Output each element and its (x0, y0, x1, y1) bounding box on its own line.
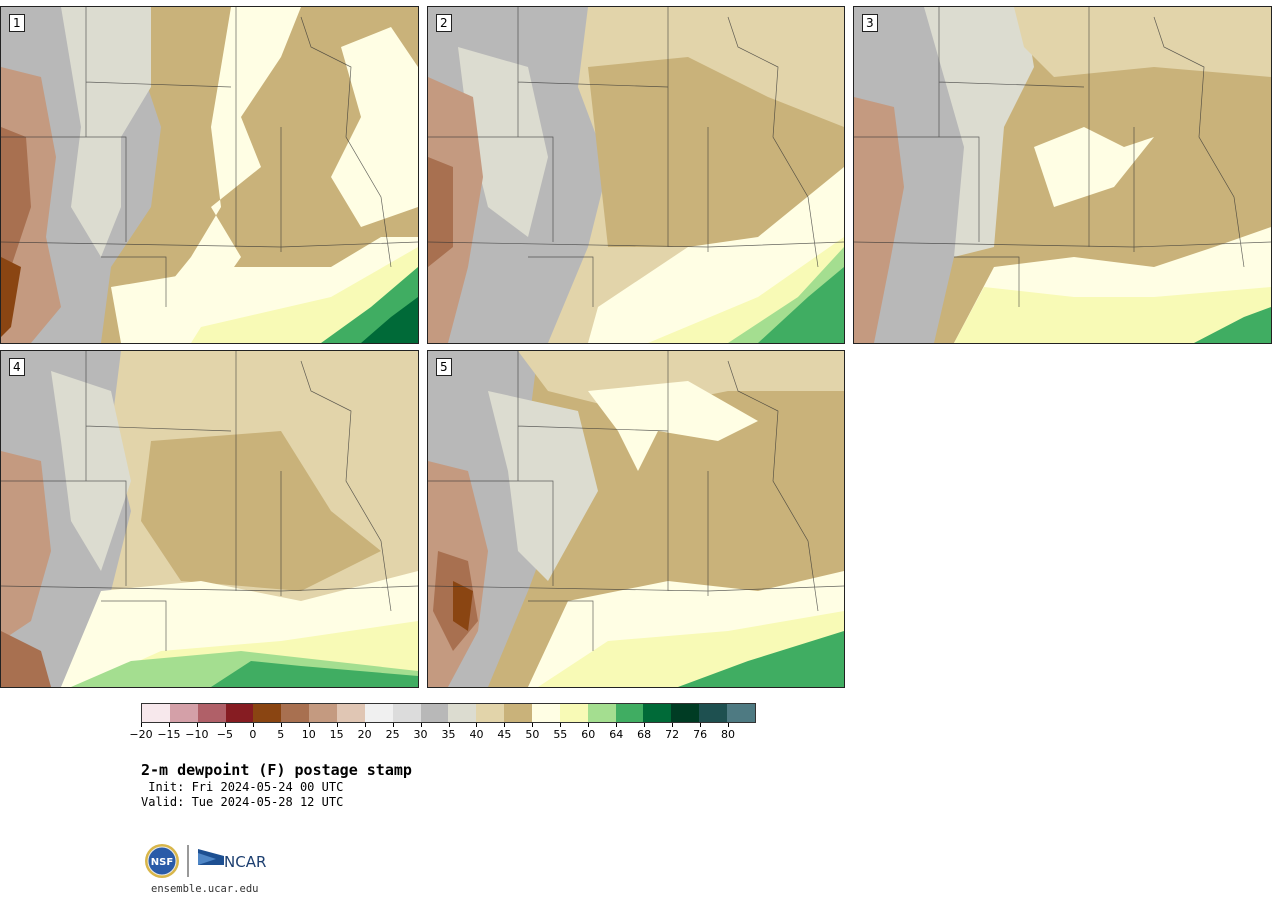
colorbar-tick-label: 35 (441, 728, 456, 741)
colorbar-tick (168, 723, 170, 727)
website-url: ensemble.ucar.edu (151, 883, 259, 895)
colorbar-swatch (225, 704, 254, 722)
init-time: Init: Fri 2024-05-24 00 UTC (141, 780, 344, 794)
colorbar-swatch (727, 704, 755, 722)
nsf-logo-icon: NSF (145, 844, 179, 878)
colorbar-tick (644, 723, 646, 727)
dewpoint-map-1 (1, 7, 418, 343)
colorbar-swatch (392, 704, 421, 722)
colorbar-tick (588, 723, 590, 727)
colorbar-tick-label: 72 (665, 728, 680, 741)
colorbar-swatch (476, 704, 505, 722)
colorbar-tick (728, 723, 730, 727)
colorbar-swatch (253, 704, 282, 722)
colorbar-tick-label: 80 (721, 728, 736, 741)
colorbar-tick (224, 723, 226, 727)
panel-number: 2 (436, 14, 452, 32)
colorbar-swatch (671, 704, 700, 722)
colorbar-tick (141, 723, 142, 727)
colorbar-tick-label: 0 (249, 728, 257, 741)
colorbar-tick-label: 64 (609, 728, 624, 741)
colorbar-swatch (615, 704, 644, 722)
colorbar-tick (672, 723, 674, 727)
colorbar-ticks: −20 −15 −10 −5 0 5 10 15 20 25 30 35 40 45 50 55 60 64 68 7… (129, 723, 756, 743)
colorbar-tick (280, 723, 282, 727)
colorbar-tick-label: 20 (357, 728, 372, 741)
colorbar-tick-label: −20 (129, 728, 153, 741)
colorbar-tick-label: 25 (385, 728, 400, 741)
colorbar-tick (560, 723, 562, 727)
colorbar-tick-label: 5 (277, 728, 285, 741)
colorbar-swatch (448, 704, 477, 722)
colorbar-tick-label: 45 (497, 728, 512, 741)
colorbar-tick (476, 723, 478, 727)
colorbar-swatch (197, 704, 226, 722)
dewpoint-map-5 (428, 351, 844, 687)
colorbar-swatch (142, 704, 170, 722)
map-panel-5: 5 (427, 350, 845, 688)
colorbar-tick-label: 68 (637, 728, 652, 741)
colorbar-tick (252, 723, 254, 727)
sponsor-logos: NSF NCAR (145, 844, 266, 878)
map-panel-3: 3 (853, 6, 1272, 344)
colorbar-tick (448, 723, 450, 727)
nsf-logo-text: NSF (151, 857, 173, 868)
colorbar-swatch (169, 704, 198, 722)
colorbar-tick (196, 723, 198, 727)
colorbar-swatch (364, 704, 393, 722)
colorbar-tick-label: 76 (693, 728, 708, 741)
colorbar-tick (392, 723, 394, 727)
colorbar-tick-label: 10 (301, 728, 316, 741)
colorbar-swatch (559, 704, 588, 722)
colorbar-tick (532, 723, 534, 727)
dewpoint-map-4 (1, 351, 418, 687)
colorbar-tick-label: 30 (413, 728, 428, 741)
valid-time: Valid: Tue 2024-05-28 12 UTC (141, 795, 344, 809)
colorbar-tick (700, 723, 702, 727)
panel-number: 5 (436, 358, 452, 376)
colorbar-tick-label: 15 (329, 728, 344, 741)
colorbar-swatch (309, 704, 338, 722)
colorbar-tick-label: 55 (553, 728, 568, 741)
colorbar-swatch (532, 704, 560, 722)
colorbar-tick-label: 60 (581, 728, 596, 741)
map-panel-1: 1 (0, 6, 419, 344)
colorbar-tick-label: −15 (157, 728, 181, 741)
colorbar-tick (336, 723, 338, 727)
colorbar-swatch (420, 704, 449, 722)
colorbar-swatch (337, 704, 365, 722)
colorbar-tick-label: −10 (185, 728, 209, 741)
colorbar-tick (504, 723, 506, 727)
panel-number: 4 (9, 358, 25, 376)
map-panel-4: 4 (0, 350, 419, 688)
colorbar-tick (364, 723, 366, 727)
dewpoint-colorbar (141, 703, 756, 723)
colorbar-swatch (504, 704, 533, 722)
map-panel-2: 2 (427, 6, 845, 344)
ncar-logo-text: NCAR (224, 853, 266, 871)
dewpoint-map-2 (428, 7, 844, 343)
colorbar-swatch (699, 704, 728, 722)
panel-number: 1 (9, 14, 25, 32)
colorbar-swatch (281, 704, 310, 722)
colorbar-tick-label: −5 (216, 728, 233, 741)
colorbar-tick (616, 723, 618, 727)
colorbar-swatch (587, 704, 616, 722)
figure-title: 2-m dewpoint (F) postage stamp (141, 761, 412, 779)
dewpoint-map-3 (854, 7, 1271, 343)
panel-number: 3 (862, 14, 878, 32)
colorbar-tick-label: 50 (525, 728, 540, 741)
colorbar-tick (308, 723, 310, 727)
colorbar-tick-label: 40 (469, 728, 484, 741)
ncar-logo-icon: NCAR (198, 849, 266, 871)
colorbar-tick (420, 723, 422, 727)
colorbar-swatch (643, 704, 672, 722)
